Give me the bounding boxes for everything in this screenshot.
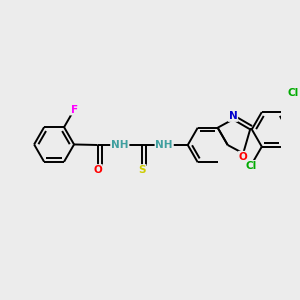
Text: N: N [229, 111, 237, 121]
Text: NH: NH [155, 140, 173, 150]
Text: O: O [93, 165, 102, 175]
Text: O: O [239, 152, 248, 162]
Text: F: F [70, 105, 78, 115]
Text: NH: NH [111, 140, 129, 150]
Text: S: S [138, 165, 146, 175]
Text: Cl: Cl [287, 88, 298, 98]
Text: Cl: Cl [245, 161, 256, 171]
